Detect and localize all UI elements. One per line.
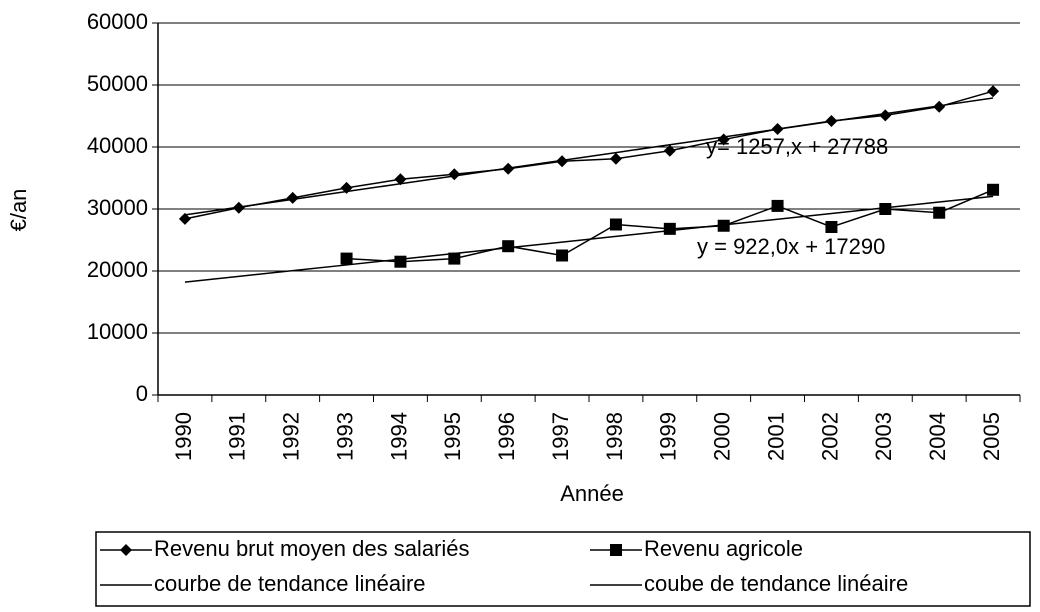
trend-equation: y= 1257,x + 27788 <box>706 134 888 159</box>
marker <box>933 206 946 219</box>
y-tick-label: 0 <box>136 381 148 406</box>
marker <box>933 100 946 113</box>
marker <box>825 220 838 233</box>
y-tick-label: 30000 <box>87 195 148 220</box>
marker <box>663 222 676 235</box>
x-tick-label: 2001 <box>763 412 788 461</box>
marker <box>771 199 784 212</box>
x-tick-label: 1997 <box>548 412 573 461</box>
marker <box>178 212 191 225</box>
marker <box>663 144 676 157</box>
marker <box>120 544 132 556</box>
x-tick-label: 1996 <box>494 412 519 461</box>
x-tick-label: 1994 <box>386 412 411 461</box>
marker <box>394 255 407 268</box>
x-tick-label: 1990 <box>171 412 196 461</box>
x-tick-label: 1992 <box>279 412 304 461</box>
marker <box>717 219 730 232</box>
marker <box>448 168 461 181</box>
y-tick-label: 40000 <box>87 133 148 158</box>
x-tick-label: 2000 <box>710 412 735 461</box>
marker <box>502 240 515 253</box>
y-tick-label: 20000 <box>87 257 148 282</box>
legend-label: Revenu agricole <box>644 536 803 561</box>
legend-label: courbe de tendance linéaire <box>154 571 426 596</box>
y-tick-label: 10000 <box>87 319 148 344</box>
series-line <box>184 195 994 283</box>
marker <box>610 544 622 556</box>
x-tick-label: 1999 <box>656 412 681 461</box>
marker <box>609 218 622 231</box>
y-tick-label: 50000 <box>87 71 148 96</box>
marker <box>556 249 569 262</box>
x-tick-label: 2004 <box>925 412 950 461</box>
marker <box>286 191 299 204</box>
x-axis-label: Année <box>560 481 624 506</box>
marker <box>609 152 622 165</box>
marker <box>987 183 1000 196</box>
x-tick-label: 1991 <box>225 412 250 461</box>
legend-box <box>95 531 1031 607</box>
y-axis-label: €/an <box>6 189 31 232</box>
legend-label: coube de tendance linéaire <box>644 571 908 596</box>
x-tick-label: 1998 <box>602 412 627 461</box>
x-tick-label: 1995 <box>440 412 465 461</box>
x-tick-label: 2002 <box>817 412 842 461</box>
marker <box>987 85 1000 98</box>
marker <box>879 203 892 215</box>
x-tick-label: 2005 <box>979 412 1004 461</box>
x-tick-label: 2003 <box>871 412 896 461</box>
y-tick-label: 60000 <box>87 9 148 34</box>
marker <box>556 155 569 168</box>
trend-equation: y = 922,0x + 17290 <box>697 234 885 259</box>
legend-label: Revenu brut moyen des salariés <box>154 536 470 561</box>
x-tick-label: 1993 <box>332 412 357 461</box>
marker <box>879 109 892 122</box>
series-line <box>184 97 994 216</box>
marker <box>394 173 407 186</box>
marker <box>448 252 461 265</box>
marker <box>340 252 353 265</box>
